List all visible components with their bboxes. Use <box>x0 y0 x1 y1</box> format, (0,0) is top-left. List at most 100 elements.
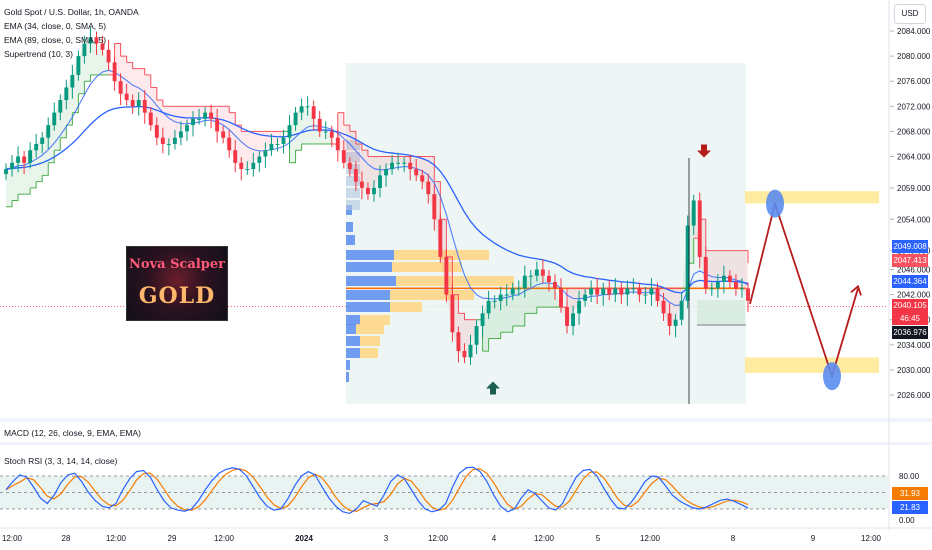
vp-bar-sell <box>390 290 474 300</box>
candle-body <box>655 288 660 301</box>
supertrend-fill <box>386 156 393 170</box>
vp-bar-faint <box>346 200 360 210</box>
badge-stoch-d: 31.93 <box>892 487 928 500</box>
vp-bar-faint <box>346 152 360 162</box>
candle-body <box>178 131 183 138</box>
candle-body <box>462 351 467 358</box>
supertrend-fill <box>494 294 501 339</box>
vp-bar-buy <box>346 372 349 382</box>
candle-body <box>691 200 696 226</box>
target-zone-lower <box>745 357 879 373</box>
candle-body <box>546 275 551 283</box>
upper-target-circle <box>766 189 784 218</box>
candle-body <box>637 288 642 295</box>
pane-separator <box>0 442 932 445</box>
vp-bar-faint <box>346 176 360 186</box>
supertrend-line <box>144 74 152 88</box>
currency-button[interactable]: USD <box>894 4 926 24</box>
legend-symbol[interactable]: Gold Spot / U.S. Dollar, 1h, OANDA <box>4 7 139 17</box>
supertrend-fill <box>277 131 284 144</box>
supertrend-fill <box>193 106 200 119</box>
candle-body <box>649 288 654 295</box>
candle-body <box>402 162 407 164</box>
price-tick-label: 2042.000 <box>897 291 931 300</box>
candle-body <box>221 131 226 138</box>
vp-background <box>346 63 746 404</box>
supertrend-line <box>36 175 43 183</box>
candle-body <box>70 74 75 88</box>
candle-body <box>154 125 159 138</box>
recent-range-box <box>697 300 745 325</box>
vp-bar-sell <box>396 276 514 286</box>
time-tick-label: 29 <box>168 534 177 543</box>
supertrend-fill <box>573 288 580 314</box>
legend-stoch-rsi[interactable]: Stoch RSI (3, 3, 14, 14, close) <box>4 456 118 466</box>
candle-body <box>414 169 419 176</box>
candle-body <box>359 181 364 188</box>
candle-body <box>679 300 684 320</box>
supertrend-line <box>120 55 128 63</box>
candle-body <box>559 288 563 308</box>
candle-body <box>251 162 256 170</box>
supertrend-line <box>361 149 369 157</box>
candle-body <box>299 106 304 113</box>
price-tick-label: 2046.000 <box>897 265 931 274</box>
candle-body <box>160 137 165 144</box>
supertrend-line <box>741 250 749 264</box>
legend-macd[interactable]: MACD (12, 26, close, 9, EMA, EMA) <box>4 428 141 438</box>
volume-profile <box>346 63 746 404</box>
supertrend-line <box>428 156 435 182</box>
price-tick-label: 2072.000 <box>897 102 931 111</box>
logo-line1: Nova Scalper <box>129 257 225 272</box>
candle-body <box>571 313 576 326</box>
badge-countdown: 46:45 <box>892 312 928 325</box>
candles <box>4 27 750 404</box>
supertrend-fill <box>536 269 543 308</box>
legend-supertrend[interactable]: Supertrend (10, 3) <box>4 49 73 59</box>
price-tick-label: 2034.000 <box>897 341 931 350</box>
candle-body <box>245 169 250 171</box>
stoch-k-line <box>5 466 749 515</box>
supertrend-line <box>452 294 459 314</box>
supertrend-line <box>295 143 303 151</box>
time-tick-label: 5 <box>596 534 601 543</box>
candle-body <box>504 294 509 296</box>
lower-target-circle <box>823 362 841 391</box>
time-tick-label: 2024 <box>295 534 313 543</box>
nova-scalper-logo: Nova Scalper GOLD <box>126 246 228 321</box>
vp-bar-sell <box>390 302 422 312</box>
candle-body <box>378 175 382 188</box>
candle-body <box>76 56 81 75</box>
candle-body <box>16 156 21 163</box>
candle-body <box>4 169 8 175</box>
time-tick-label: 12:00 <box>428 534 449 543</box>
supertrend-fill <box>735 250 742 289</box>
supertrend-line <box>12 194 19 201</box>
candle-body <box>269 143 274 151</box>
candle-body <box>740 288 744 290</box>
badge-ema34: 2044.364 <box>892 275 928 288</box>
supertrend-line <box>48 150 55 164</box>
badge-supertrend: 2047.413 <box>892 254 928 267</box>
time-tick-label: 12:00 <box>106 534 127 543</box>
candle-body <box>721 275 726 283</box>
supertrend-line <box>458 312 465 320</box>
badge-stoch-k: 21.83 <box>892 501 928 514</box>
stoch-d-line <box>5 468 749 513</box>
candle-body <box>22 156 27 163</box>
supertrend-line <box>229 112 236 126</box>
annotations <box>486 144 862 395</box>
candle-body <box>390 162 395 170</box>
candle-body <box>709 288 714 290</box>
candle-body <box>366 187 370 195</box>
candle-body <box>329 131 334 138</box>
price-tick-label: 2080.000 <box>897 52 931 61</box>
vp-bar-buy <box>346 336 360 346</box>
legend-ema89[interactable]: EMA (89, close, 0, SMA, 5) <box>4 35 107 45</box>
supertrend-fill <box>554 288 561 308</box>
candle-body <box>40 137 45 144</box>
supertrend-fill <box>96 43 103 75</box>
legend-ema34[interactable]: EMA (34, close, 0, SMA, 5) <box>4 21 107 31</box>
vp-bar-buy <box>346 290 390 300</box>
